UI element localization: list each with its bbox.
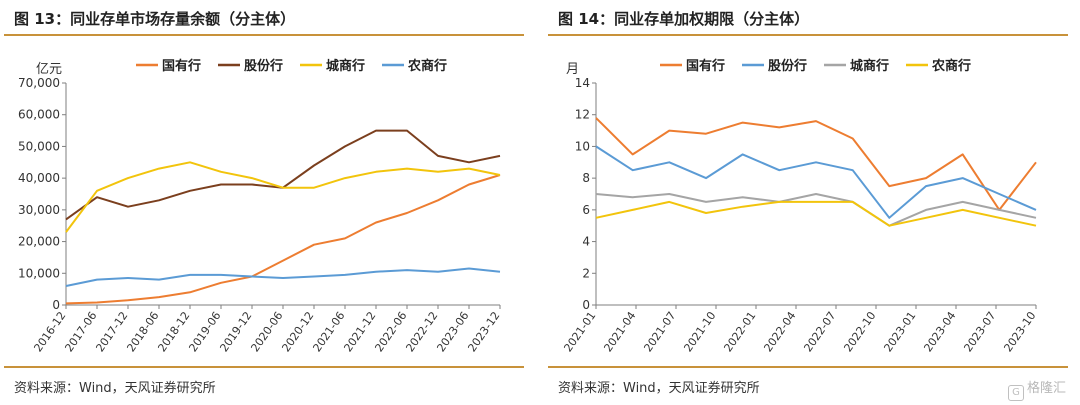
series-line-3 xyxy=(595,193,1037,227)
x-tick-label: 2022-04 xyxy=(761,309,798,354)
x-tick-label: 2023-01 xyxy=(881,309,918,354)
x-tick-label: 2021-07 xyxy=(641,309,678,354)
y-tick-label: 12 xyxy=(575,108,590,122)
title-divider xyxy=(4,34,524,36)
x-tick-label: 2021-10 xyxy=(681,309,718,354)
legend-label: 股份行 xyxy=(244,58,283,74)
x-tick-label: 2021-01 xyxy=(561,309,598,354)
series-line-2 xyxy=(595,145,1037,219)
watermark-text: 格隆汇 xyxy=(1026,381,1066,396)
chart-panel-weighted-term: 图 14：同业存单加权期限（分主体） 0 2 4 6 8 10 12 14 月 2021-01 20… xyxy=(548,0,1076,405)
y-tick-label: 4 xyxy=(582,235,590,249)
watermark: G 格隆汇 xyxy=(1007,377,1066,401)
y-tick-label: 40,000 xyxy=(18,171,60,185)
source-note: 资料来源：Wind，天风证券研究所 xyxy=(558,381,760,396)
y-axis-unit-label: 亿元 xyxy=(36,62,62,77)
y-axis-unit-label: 月 xyxy=(566,62,579,77)
x-tick-label: 2021-04 xyxy=(601,309,638,354)
series-line-1 xyxy=(65,174,501,305)
gelonghui-logo-icon: G xyxy=(1007,385,1024,401)
x-tick-label: 2022-01 xyxy=(721,309,758,354)
line-chart-outstanding-balance: 0 10,000 20,000 30,000 40,000 50,000 60,000 70,… xyxy=(18,58,502,354)
legend-label: 国有行 xyxy=(162,58,201,74)
x-tick-label: 2023-12 xyxy=(465,309,502,354)
legend-label: 股份行 xyxy=(768,58,807,74)
y-tick-label: 70,000 xyxy=(18,76,60,90)
source-note: 资料来源：Wind，天风证券研究所 xyxy=(14,381,216,396)
legend-label: 农商行 xyxy=(407,58,447,74)
source-divider xyxy=(4,366,524,368)
chart-panel-outstanding-balance: 图 13：同业存单市场存量余额（分主体） 0 10,000 20,000 30,000… xyxy=(4,0,532,405)
source-divider xyxy=(548,366,1068,368)
y-tick-label: 10,000 xyxy=(18,266,60,280)
y-tick-label: 8 xyxy=(582,171,590,185)
y-tick-label: 50,000 xyxy=(18,139,60,153)
title-divider xyxy=(548,34,1068,36)
series-line-4 xyxy=(595,200,1037,227)
chart-title: 图 13：同业存单市场存量余额（分主体） xyxy=(14,10,296,28)
x-tick-label: 2022-10 xyxy=(841,309,878,354)
x-tick-label: 2022-07 xyxy=(801,309,838,354)
line-chart-weighted-term: 0 2 4 6 8 10 12 14月 2021-01 2021-04 2021-07 2021-10… xyxy=(561,58,1038,354)
x-tick-label: 2023-07 xyxy=(961,309,998,354)
x-tick-label: 2023-04 xyxy=(921,309,958,354)
y-tick-label: 60,000 xyxy=(18,108,60,122)
y-tick-label: 0 xyxy=(52,298,60,312)
legend-label: 农商行 xyxy=(931,58,971,74)
series-line-4 xyxy=(65,267,501,287)
x-tick-label: 2023-10 xyxy=(1001,309,1038,354)
y-tick-label: 14 xyxy=(575,76,590,90)
legend-label: 城商行 xyxy=(326,58,365,74)
series-line-1 xyxy=(595,117,1037,211)
y-tick-label: 2 xyxy=(582,266,590,280)
y-tick-label: 6 xyxy=(582,203,590,217)
legend-label: 国有行 xyxy=(686,58,725,74)
chart-title: 图 14：同业存单加权期限（分主体） xyxy=(558,10,810,28)
series-line-3 xyxy=(65,161,501,233)
series-line-2 xyxy=(65,129,501,221)
y-tick-label: 30,000 xyxy=(18,203,60,217)
y-tick-label: 20,000 xyxy=(18,235,60,249)
y-tick-label: 0 xyxy=(582,298,590,312)
legend-label: 城商行 xyxy=(850,58,889,74)
y-tick-label: 10 xyxy=(575,139,590,153)
